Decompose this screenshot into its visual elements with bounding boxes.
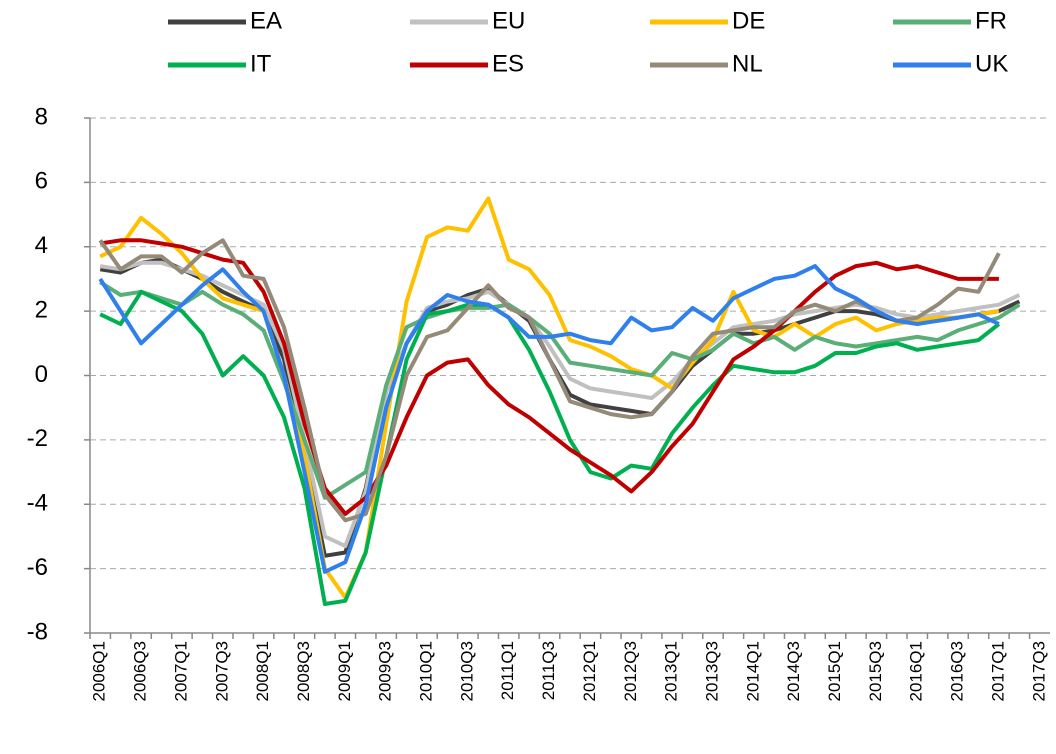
x-tick-label: 2013Q1: [662, 641, 681, 702]
x-tick-label: 2009Q3: [376, 641, 395, 702]
legend-label: EU: [492, 7, 525, 34]
x-tick-label: 2006Q3: [131, 641, 150, 702]
x-tick-label: 2013Q3: [702, 641, 721, 702]
x-tick-label: 2012Q3: [621, 641, 640, 702]
x-tick-label: 2015Q3: [866, 641, 885, 702]
x-tick-label: 2017Q1: [988, 641, 1007, 702]
x-tick-label: 2010Q1: [417, 641, 436, 702]
y-tick-label: 6: [35, 168, 48, 195]
x-tick-label: 2007Q1: [171, 641, 190, 702]
x-tick-label: 2006Q1: [90, 641, 109, 702]
series-line: [99, 289, 1001, 606]
series-line: [98, 264, 1000, 574]
y-tick-label: 0: [35, 361, 48, 388]
x-tick-label: 2016Q1: [907, 641, 926, 702]
series-line: [99, 280, 1021, 500]
x-tick-label: 2012Q1: [580, 641, 599, 702]
series-line: [99, 260, 1021, 549]
y-tick-label: -6: [27, 554, 48, 581]
legend-label: NL: [732, 50, 763, 77]
legend-label: EA: [250, 7, 282, 34]
legend-label: IT: [250, 50, 272, 77]
legend-label: FR: [975, 7, 1007, 34]
legend-label: DE: [732, 7, 765, 34]
x-tick-label: 2010Q3: [457, 641, 476, 702]
x-tick-label: 2017Q3: [1029, 641, 1048, 702]
y-tick-label: 2: [35, 296, 48, 323]
y-tick-label: -4: [27, 490, 48, 517]
series-line: [99, 196, 1000, 600]
y-tick-label: 8: [35, 103, 48, 130]
x-tick-label: 2008Q3: [294, 641, 313, 702]
x-tick-label: 2015Q1: [825, 641, 844, 702]
x-tick-label: 2014Q3: [784, 641, 803, 702]
series-line: [99, 238, 999, 516]
x-tick-label: 2008Q1: [253, 641, 272, 702]
legend-label: UK: [975, 50, 1008, 77]
series-line: [98, 238, 1001, 523]
legend-label: ES: [492, 50, 524, 77]
y-tick-label: -2: [27, 425, 48, 452]
x-tick-label: 2014Q1: [743, 641, 762, 702]
x-tick-label: 2007Q3: [212, 641, 231, 702]
y-tick-label: 4: [35, 232, 48, 259]
x-tick-label: 2011Q1: [498, 641, 517, 700]
y-tick-label: -8: [27, 618, 48, 645]
x-tick-label: 2011Q3: [539, 641, 558, 700]
x-tick-label: 2016Q3: [948, 641, 967, 702]
x-tick-label: 2009Q1: [335, 641, 354, 702]
